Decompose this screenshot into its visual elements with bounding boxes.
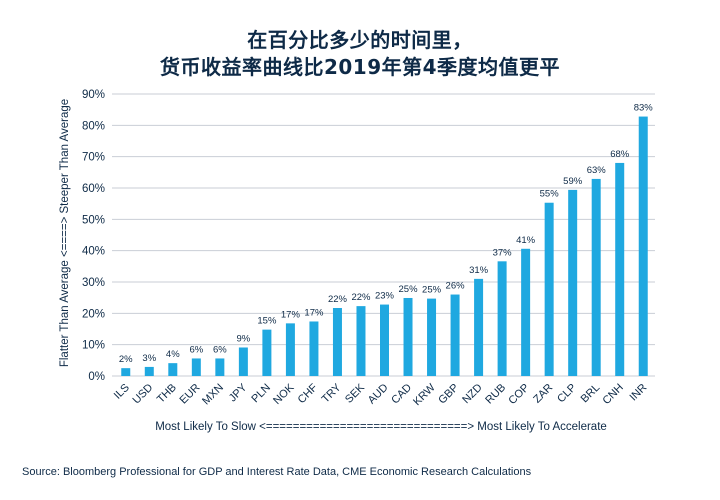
x-tick-label: CAD xyxy=(389,382,414,407)
x-tick-label: TRY xyxy=(320,381,344,405)
value-labels: 2% 3% 4% 6% 6%9%15%17% 17%22% 22% 23%25% 25% 26%3… xyxy=(119,103,653,366)
value-label: 41% xyxy=(516,235,536,246)
bar-clp xyxy=(568,189,578,376)
bar-inr xyxy=(638,116,648,376)
value-label: 31% xyxy=(469,265,489,276)
bar-sek xyxy=(356,306,366,376)
x-tick-label: RUB xyxy=(483,382,508,407)
bar-cnh xyxy=(615,162,625,376)
value-label: 25% xyxy=(422,285,442,296)
bar-thb xyxy=(168,363,178,376)
bar-usd xyxy=(144,366,154,376)
y-axis-label: Flatter Than Average <====> Steeper Than… xyxy=(59,99,71,367)
chart-title-line-1: 在百分比多少的时间里， xyxy=(247,28,473,52)
x-tick-label: INR xyxy=(627,382,649,404)
y-tick-label: 40% xyxy=(82,246,105,258)
y-tick-label: 70% xyxy=(82,152,105,164)
x-tick-label: ILS xyxy=(112,382,132,402)
x-tick-label: CNH xyxy=(600,382,625,407)
x-tick-label: USD xyxy=(130,382,155,407)
value-label: 26% xyxy=(446,281,466,292)
value-label: 2% xyxy=(119,354,133,365)
bar-cop xyxy=(521,248,531,376)
value-label: 63% xyxy=(587,165,607,176)
bar-krw xyxy=(427,298,437,376)
bar-zar xyxy=(544,202,554,376)
x-tick-label: BRL xyxy=(579,382,603,406)
value-label: 17% xyxy=(304,307,324,318)
value-label: 22% xyxy=(328,294,348,305)
value-label: 22% xyxy=(351,292,371,303)
bar-cad xyxy=(403,297,413,376)
x-tick-label: GBP xyxy=(436,382,461,407)
bar-eur xyxy=(191,358,201,376)
bar-aud xyxy=(380,304,389,376)
bars xyxy=(121,116,648,376)
x-tick-label: SEK xyxy=(343,381,368,406)
chart-title-line-2: 货币收益率曲线比2019年第4季度均值更平 xyxy=(159,55,561,79)
bar-mxn xyxy=(215,358,225,376)
value-label: 17% xyxy=(281,309,301,320)
y-axis-ticks: 0% 10% 20% 30% 40% 50% 60% 70% 80% 90% xyxy=(82,89,105,383)
value-label: 83% xyxy=(634,103,654,114)
y-tick-label: 60% xyxy=(82,183,105,195)
bar-nzd xyxy=(474,278,484,376)
value-label: 37% xyxy=(493,247,513,258)
x-tick-label: NZD xyxy=(460,382,485,407)
y-tick-label: 50% xyxy=(82,214,105,226)
x-tick-label: THB xyxy=(155,382,179,406)
bar-nok xyxy=(285,323,295,376)
x-tick-label: CLP xyxy=(555,382,579,406)
x-tick-label: NOK xyxy=(271,381,297,407)
value-label: 55% xyxy=(540,189,560,200)
value-label: 15% xyxy=(257,316,277,327)
value-label: 3% xyxy=(142,353,156,364)
x-tick-label: AUD xyxy=(366,382,391,407)
bar-jpy xyxy=(238,347,248,376)
y-tick-label: 0% xyxy=(88,371,105,383)
x-tick-label: EUR xyxy=(178,382,203,407)
x-tick-label: KRW xyxy=(411,381,438,408)
y-tick-label: 10% xyxy=(82,340,105,352)
bar-try xyxy=(332,308,342,376)
value-label: 68% xyxy=(610,149,630,160)
x-tick-label: PLN xyxy=(249,382,273,406)
value-label: 59% xyxy=(563,176,583,187)
bar-rub xyxy=(497,261,507,376)
value-label: 25% xyxy=(399,284,419,295)
y-tick-label: 90% xyxy=(82,89,105,101)
x-tick-label: COP xyxy=(506,382,531,407)
x-tick-label: CHF xyxy=(296,381,321,406)
x-tick-label: ZAR xyxy=(531,382,555,406)
y-tick-label: 20% xyxy=(82,308,105,320)
value-label: 6% xyxy=(189,344,203,355)
bar-pln xyxy=(262,329,272,376)
x-tick-label: MXN xyxy=(200,382,226,408)
bar-gbp xyxy=(450,294,460,376)
value-label: 9% xyxy=(237,333,251,344)
x-axis-label: Most Likely To Slow <===================… xyxy=(155,421,607,433)
source-note: Source: Bloomberg Professional for GDP a… xyxy=(22,466,532,478)
value-label: 4% xyxy=(166,349,180,360)
y-tick-label: 80% xyxy=(82,120,105,132)
x-tick-label: JPY xyxy=(227,381,250,404)
bar-chf xyxy=(309,321,319,376)
y-tick-label: 30% xyxy=(82,277,105,289)
value-label: 6% xyxy=(213,344,227,355)
bar-ils xyxy=(121,368,131,376)
value-label: 23% xyxy=(375,291,395,302)
bar-brl xyxy=(591,178,601,376)
